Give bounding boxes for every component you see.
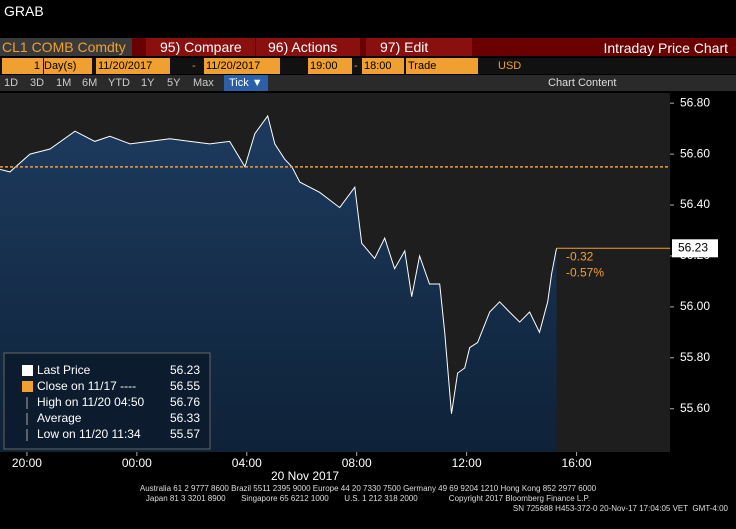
field-select[interactable]: Trade bbox=[406, 58, 478, 74]
change-percent-label: -0.57% bbox=[566, 265, 604, 279]
currency: USD bbox=[498, 60, 522, 72]
legend-box bbox=[3, 352, 211, 450]
period-button-selected[interactable]: Tick ▼ bbox=[224, 75, 268, 91]
legend-label: Average bbox=[37, 411, 82, 425]
legend-value: 56.33 bbox=[170, 411, 200, 425]
legend-value: 56.23 bbox=[170, 363, 200, 377]
legend-label: Last Price bbox=[37, 363, 91, 377]
chart-content-button[interactable]: Chart Content bbox=[548, 77, 617, 89]
y-tick-label: 56.40 bbox=[680, 197, 710, 211]
legend-label: High on 11/20 04:50 bbox=[37, 395, 145, 409]
legend-value: 56.55 bbox=[170, 379, 200, 393]
actions-button[interactable]: 96) Actions bbox=[256, 38, 360, 56]
period-button[interactable]: 1Y bbox=[141, 77, 155, 89]
x-tick-label: 00:00 bbox=[122, 456, 152, 470]
footer: Australia 61 2 9777 8600 Brazil 5511 239… bbox=[0, 484, 736, 514]
last-price-label: 56.23 bbox=[678, 240, 708, 254]
footer-line: Japan 81 3 3201 8900 Singapore 65 6212 1… bbox=[145, 494, 591, 503]
period-button[interactable]: Max bbox=[193, 77, 214, 89]
x-tick-label: 04:00 bbox=[232, 456, 262, 470]
end-time[interactable]: 18:00 bbox=[362, 58, 404, 74]
price-line bbox=[0, 114, 557, 414]
period-bar: 1D 3D 1M 6M YTD 1Y 5Y Max Tick ▼ bbox=[0, 75, 736, 91]
x-tick-label: 20:00 bbox=[12, 456, 42, 470]
start-time[interactable]: 19:00 bbox=[308, 58, 352, 74]
period-button[interactable]: 5Y bbox=[167, 77, 181, 89]
ticker-field[interactable]: CL1 COMB Comdty bbox=[0, 38, 132, 56]
x-tick-label: 12:00 bbox=[452, 456, 482, 470]
y-tick-label: 56.00 bbox=[680, 299, 710, 313]
view-title: Intraday Price Chart bbox=[603, 40, 729, 56]
edit-button[interactable]: 97) Edit bbox=[366, 38, 472, 56]
dash: - bbox=[354, 60, 358, 72]
period-button[interactable]: 1M bbox=[56, 77, 72, 89]
x-tick-label: 16:00 bbox=[562, 456, 592, 470]
legend-swatch bbox=[22, 365, 33, 376]
start-date[interactable]: 11/20/2017 bbox=[96, 58, 170, 74]
dash: - bbox=[192, 60, 196, 72]
period-button[interactable]: 1D bbox=[4, 77, 19, 89]
legend-value: 55.57 bbox=[170, 427, 200, 441]
axis-panel bbox=[670, 93, 736, 452]
end-date[interactable]: 11/20/2017 bbox=[204, 58, 280, 74]
legend-label: Close on 11/17 ---- bbox=[37, 379, 136, 393]
footer-line: SN 725688 H453-372-0 20-Nov-17 17:04:05 … bbox=[512, 504, 728, 513]
y-tick-label: 55.80 bbox=[680, 350, 710, 364]
period-button[interactable]: 6M bbox=[82, 77, 98, 89]
count-field[interactable]: 1 bbox=[2, 58, 43, 74]
window-title: GRAB bbox=[4, 3, 44, 19]
last-price-tag bbox=[672, 239, 718, 258]
footer-line: Australia 61 2 9777 8600 Brazil 5511 239… bbox=[139, 484, 597, 493]
y-tick-label: 55.60 bbox=[680, 401, 710, 415]
y-tick-label: 56.60 bbox=[680, 146, 710, 160]
legend-label: Low on 11/20 11:34 bbox=[37, 427, 141, 441]
compare-button[interactable]: 95) Compare bbox=[146, 38, 255, 56]
legend-value: 56.76 bbox=[170, 395, 200, 409]
legend-swatch bbox=[22, 381, 33, 392]
period-button[interactable]: YTD bbox=[108, 77, 130, 89]
period-button[interactable]: 3D bbox=[30, 77, 45, 89]
date-label: 20 Nov 2017 bbox=[271, 469, 339, 483]
unit-field[interactable]: Day(s) bbox=[44, 58, 92, 74]
y-tick-label: 56.80 bbox=[680, 95, 710, 109]
x-tick-label: 08:00 bbox=[342, 456, 372, 470]
change-label: -0.32 bbox=[566, 249, 594, 263]
